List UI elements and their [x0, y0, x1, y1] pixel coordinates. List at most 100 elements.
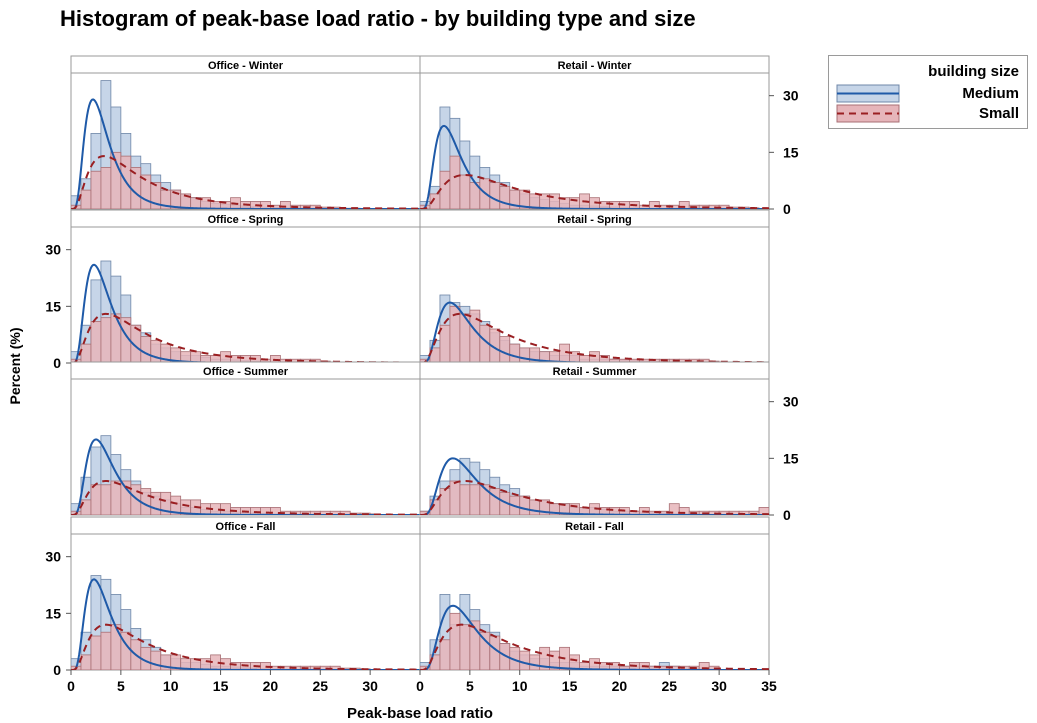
panels-layer: Office - Winter Retail - Winter Office - S… [70, 55, 770, 671]
panel-plot-area [71, 80, 420, 209]
bar-small [110, 480, 122, 515]
bar-small [439, 488, 451, 515]
panel-label: Retail - Summer [553, 366, 637, 378]
bar-small [439, 639, 451, 670]
panel-plot-area [420, 457, 769, 515]
bar-small [80, 343, 92, 363]
x-tick-label: 0 [67, 678, 75, 694]
x-tick-label: 25 [312, 678, 328, 694]
fit-curve-medium [71, 98, 420, 209]
bar-small [459, 624, 471, 670]
fit-curve-small [71, 623, 420, 670]
bar-small [260, 507, 271, 515]
bar-small [499, 185, 511, 209]
bar-small [100, 317, 112, 363]
panel-strip [419, 55, 770, 74]
bar-small [80, 189, 92, 209]
legend-title: building size [928, 63, 1019, 80]
y-tick-label: 30 [783, 88, 799, 104]
panel-strip [419, 516, 770, 535]
y-tick-label: 15 [783, 450, 799, 466]
x-tick-label: 30 [711, 678, 727, 694]
x-tick-label: 5 [466, 678, 474, 694]
y-tick-label: 30 [783, 394, 799, 410]
bar-small [220, 658, 231, 670]
x-tick-label: 25 [661, 678, 677, 694]
x-tick-label: 35 [761, 678, 777, 694]
x-tick-label: 15 [562, 678, 578, 694]
y-tick-label: 15 [45, 298, 61, 314]
x-tick-label: 10 [163, 678, 179, 694]
bar-small [489, 635, 501, 670]
bar-small [469, 484, 481, 515]
panel-plot-area [71, 435, 420, 515]
fit-curve-small [420, 479, 769, 515]
y-tick-label: 0 [783, 507, 791, 523]
panel-office-winter: Office - Winter [70, 55, 421, 210]
legend-graphic: building size Medium Small [836, 63, 1019, 123]
bar-small [150, 339, 162, 363]
panel-strip [419, 209, 770, 228]
axes-layer: 0 15 30 0 15 30 0 15 30 0 15 30 0 5 10 15 20 25 30 0 5 10 15 20… [45, 88, 798, 694]
bar-small [529, 499, 541, 515]
bar-small [758, 507, 769, 515]
bar-small [489, 488, 501, 515]
x-tick-label: 20 [263, 678, 279, 694]
panel-plot-area [71, 575, 420, 670]
panel-plot-area [420, 594, 769, 670]
fit-curve-small [420, 623, 769, 670]
bar-small [469, 309, 481, 363]
panel-label: Retail - Winter [558, 60, 633, 72]
bar-small [140, 336, 152, 363]
bar-small [150, 491, 162, 515]
bar-small [90, 321, 102, 363]
panel-plot-area [420, 106, 769, 209]
fit-curve-small [420, 173, 769, 209]
fit-curve-medium [420, 124, 769, 209]
bar-small [499, 336, 511, 363]
bar-small [439, 324, 451, 363]
x-tick-label: 30 [362, 678, 378, 694]
y-tick-label: 0 [53, 662, 61, 678]
x-tick-label: 15 [213, 678, 229, 694]
x-tick-label: 0 [416, 678, 424, 694]
bar-small [559, 343, 570, 363]
bar-small [449, 612, 461, 670]
panel-office-spring: Office - Spring [70, 209, 421, 364]
y-axis-title: Percent (%) [7, 327, 23, 404]
bar-small [279, 201, 291, 209]
bar-small [519, 347, 531, 363]
fit-curve-medium [420, 604, 769, 670]
x-tick-label: 5 [117, 678, 125, 694]
y-tick-label: 15 [783, 144, 799, 160]
y-tick-label: 15 [45, 605, 61, 621]
bar-small [110, 313, 122, 363]
bar-small [110, 624, 122, 670]
bar-small [489, 182, 501, 209]
panel-retail-spring: Retail - Spring [419, 209, 770, 364]
bar-small [609, 201, 620, 209]
fit-curve-small [71, 155, 420, 209]
legend: building size Medium Small [828, 55, 1028, 129]
y-tick-label: 30 [45, 242, 61, 258]
bar-small [449, 480, 461, 515]
bar-small [479, 631, 491, 670]
bar-small [100, 484, 112, 515]
bar-small [90, 170, 102, 209]
panel-label: Office - Spring [208, 214, 284, 226]
bar-small [200, 658, 212, 670]
panel-strip [419, 361, 770, 380]
panel-retail-fall: Retail - Fall [419, 516, 770, 671]
fit-curve-medium [71, 438, 420, 515]
x-tick-label: 10 [512, 678, 528, 694]
panel-label: Retail - Fall [565, 521, 624, 533]
bar-small [459, 484, 471, 515]
panel-label: Retail - Spring [557, 214, 632, 226]
legend-label-small: Small [979, 105, 1019, 122]
bar-small [509, 343, 521, 363]
bar-small [150, 650, 162, 670]
panel-retail-winter: Retail - Winter [419, 55, 770, 210]
x-tick-label: 20 [612, 678, 628, 694]
bar-small [439, 170, 451, 209]
panel-label: Office - Winter [208, 60, 284, 72]
